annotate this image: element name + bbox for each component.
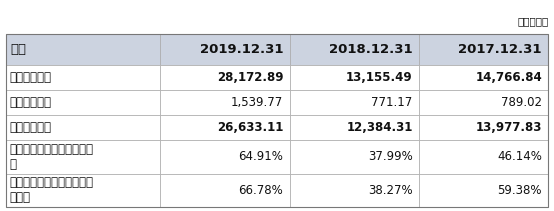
Bar — [6, 34, 161, 65]
Text: 66.78%: 66.78% — [239, 184, 283, 197]
Bar — [161, 140, 290, 174]
Bar — [161, 174, 290, 207]
Text: 26,633.11: 26,633.11 — [217, 121, 283, 134]
Bar — [6, 65, 161, 90]
Text: 1,539.77: 1,539.77 — [231, 96, 283, 109]
Text: 59.38%: 59.38% — [497, 184, 542, 197]
Text: 应收账款净额: 应收账款净额 — [10, 121, 52, 134]
Bar — [6, 140, 161, 174]
Bar — [290, 140, 419, 174]
Bar — [161, 65, 290, 90]
Bar — [419, 65, 548, 90]
Text: 2019.12.31: 2019.12.31 — [200, 43, 283, 56]
Text: 13,155.49: 13,155.49 — [346, 71, 413, 84]
Text: 28,172.89: 28,172.89 — [217, 71, 283, 84]
Text: 13,977.83: 13,977.83 — [475, 121, 542, 134]
Text: 37.99%: 37.99% — [368, 150, 413, 164]
Bar — [290, 174, 419, 207]
Bar — [6, 34, 548, 207]
Text: 应收账款净额占流动资产比
例: 应收账款净额占流动资产比 例 — [10, 143, 94, 171]
Text: 789.02: 789.02 — [501, 96, 542, 109]
Bar — [6, 90, 161, 115]
Bar — [419, 115, 548, 140]
Bar — [161, 90, 290, 115]
Text: 单位：万元: 单位：万元 — [517, 16, 548, 26]
Text: 12,384.31: 12,384.31 — [346, 121, 413, 134]
Bar — [161, 115, 290, 140]
Bar — [290, 115, 419, 140]
Text: 64.91%: 64.91% — [238, 150, 283, 164]
Text: 应收账款余额: 应收账款余额 — [10, 71, 52, 84]
Text: 2018.12.31: 2018.12.31 — [329, 43, 413, 56]
Bar — [419, 34, 548, 65]
Text: 38.27%: 38.27% — [368, 184, 413, 197]
Text: 46.14%: 46.14% — [497, 150, 542, 164]
Text: 项目: 项目 — [10, 43, 26, 56]
Bar — [290, 34, 419, 65]
Bar — [6, 174, 161, 207]
Text: 减：坏账准备: 减：坏账准备 — [10, 96, 52, 109]
Text: 应收账款余额占当年营业收
入比例: 应收账款余额占当年营业收 入比例 — [10, 176, 94, 204]
Bar — [6, 115, 161, 140]
Bar — [290, 65, 419, 90]
Text: 2017.12.31: 2017.12.31 — [459, 43, 542, 56]
Bar — [161, 34, 290, 65]
Bar — [419, 174, 548, 207]
Bar — [419, 90, 548, 115]
Text: 14,766.84: 14,766.84 — [475, 71, 542, 84]
Bar — [419, 140, 548, 174]
Bar — [290, 90, 419, 115]
Text: 771.17: 771.17 — [371, 96, 413, 109]
